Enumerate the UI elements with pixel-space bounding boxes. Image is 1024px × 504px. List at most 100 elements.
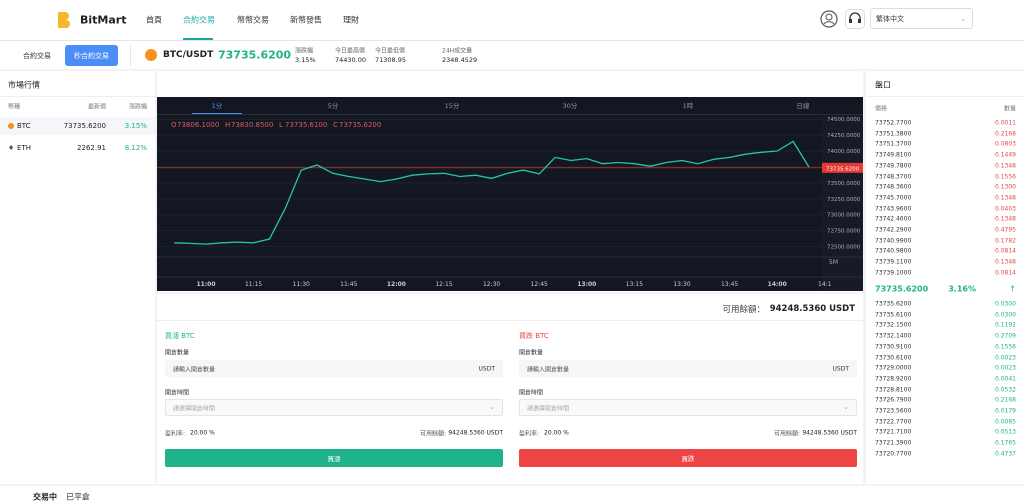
qty-input[interactable] [165, 360, 503, 377]
coin-icon [8, 123, 14, 129]
market-coin[interactable]: ETH [17, 144, 31, 152]
book-price: 73742.2900 [875, 226, 912, 234]
sub-tab[interactable]: 秒合約交易 [74, 51, 109, 60]
qty-input[interactable] [519, 360, 857, 377]
book-header: 價格 [875, 105, 888, 113]
bottom-tabs [0, 486, 1024, 504]
order-button[interactable] [519, 449, 857, 467]
language-select[interactable] [870, 8, 973, 29]
sub-nav [0, 41, 1024, 69]
y-tick-label: 74000.0000 [827, 149, 861, 155]
volume-label: 5M [829, 259, 838, 266]
x-tick-label: 11:00 [196, 281, 215, 288]
market-title: 市場行情 [8, 80, 40, 90]
ohlc-value: 73735.6200 [339, 121, 381, 129]
market-sep [0, 96, 155, 97]
interval[interactable]: 5分 [328, 101, 339, 110]
book-price: 73723.5600 [875, 407, 912, 415]
support-icon[interactable] [845, 9, 865, 29]
book-qty: 0.1348 [995, 258, 1016, 266]
x-tick-label: 12:45 [531, 281, 548, 288]
interval[interactable]: 1時 [683, 102, 694, 110]
book-price: 73739.1000 [875, 269, 912, 277]
ohlc-label: O [171, 121, 177, 129]
book-qty: 0.1192 [995, 321, 1016, 329]
balance-label: 可用餘額： [722, 305, 765, 315]
interval-underline [192, 113, 242, 115]
book-price: 73720.7700 [875, 450, 912, 458]
interval[interactable]: 1分 [212, 101, 223, 110]
book-header: 數量 [1003, 105, 1016, 113]
book-qty: 0.2709 [995, 332, 1016, 340]
time-select[interactable] [519, 399, 857, 416]
balance: 94248.5360 USDT [769, 304, 855, 314]
book-price: 73740.9900 [875, 237, 912, 245]
book-qty: 0.1782 [995, 237, 1016, 245]
book-qty: 0.4795 [995, 226, 1016, 234]
book-price: 73748.3600 [875, 183, 912, 191]
ohlc-value: 73830.8500 [231, 121, 273, 129]
user-icon[interactable] [820, 10, 838, 28]
market-row-bg[interactable] [0, 117, 155, 135]
order-button-label: 買漲 [327, 455, 341, 463]
select-arrow: ⌄ [843, 403, 849, 411]
side-title: 買跌 BTC [519, 332, 549, 340]
interval[interactable]: 日線 [797, 101, 811, 110]
orderbook-panel [866, 71, 1024, 484]
book-qty: 0.1556 [995, 173, 1016, 180]
price-tag-label: 73735.6200 [826, 166, 860, 172]
book-qty: 0.0041 [995, 375, 1016, 383]
book-qty: 0.0023 [995, 354, 1016, 361]
bottom-tab[interactable]: 已平倉 [66, 492, 90, 502]
nav-item[interactable]: 幣幣交易 [237, 15, 269, 25]
book-price: 73752.7700 [875, 119, 912, 127]
y-tick-label: 73500.0000 [827, 181, 861, 187]
language[interactable]: 繁体中文 [876, 15, 904, 23]
stat-label: 今日最低價 [375, 47, 406, 55]
stat-value: 2348.4529 [442, 56, 478, 64]
nav-item[interactable]: 合約交易 [183, 15, 215, 25]
book-qty: 0.0023 [995, 364, 1016, 372]
qty-label: 開倉數量 [165, 349, 190, 357]
nav-item[interactable]: 首頁 [146, 15, 162, 25]
x-tick-label: 13:00 [577, 281, 596, 288]
divider [130, 45, 131, 66]
book-price: 73751.3700 [875, 140, 912, 148]
x-tick-label: 12:30 [483, 281, 500, 288]
interval[interactable]: 15分 [445, 101, 460, 110]
interval[interactable]: 30分 [563, 101, 578, 110]
mid-price: 73735.6200 [875, 284, 929, 294]
rate-value: 20.00 % [544, 429, 569, 437]
order-button-label: 買跌 [681, 455, 695, 463]
book-price: 73735.6100 [875, 311, 912, 319]
x-tick-label: 11:30 [293, 281, 310, 288]
top-nav [0, 0, 1024, 40]
nav-item[interactable]: 新幣發售 [290, 15, 322, 25]
market-change: 8.12% [124, 144, 147, 152]
book-price: 73728.9200 [875, 375, 912, 383]
time-select[interactable] [165, 399, 503, 416]
book-price: 73735.6200 [875, 300, 912, 308]
qty-placeholder: 請輸入開倉數量 [527, 366, 570, 373]
order-button[interactable] [165, 449, 503, 467]
book-price: 73721.3900 [875, 439, 912, 447]
rate-label: 盈利率: [519, 430, 540, 438]
book-qty: 0.0300 [995, 300, 1016, 308]
book-qty: 0.2168 [995, 396, 1016, 404]
book-price: 73743.9600 [875, 205, 912, 213]
nav-item[interactable]: 理財 [343, 15, 359, 25]
market-panel [0, 71, 155, 484]
book-price: 73745.7000 [875, 194, 912, 202]
book-qty: 0.0300 [995, 311, 1016, 319]
price-tag [822, 162, 863, 173]
ohlc-value: 73735.6100 [285, 121, 327, 129]
book-price: 73740.9800 [875, 247, 912, 255]
market-coin[interactable]: BTC [17, 122, 31, 130]
book-price: 73749.8100 [875, 151, 912, 159]
bottom-tab[interactable]: 交易中 [33, 492, 57, 502]
rate-label: 盈利率: [165, 430, 186, 438]
x-tick-label: 13:15 [626, 281, 643, 288]
sub-tab[interactable]: 合約交易 [23, 51, 51, 60]
x-tick-label: 14:00 [768, 281, 787, 288]
book-qty: 0.1449 [995, 151, 1016, 159]
